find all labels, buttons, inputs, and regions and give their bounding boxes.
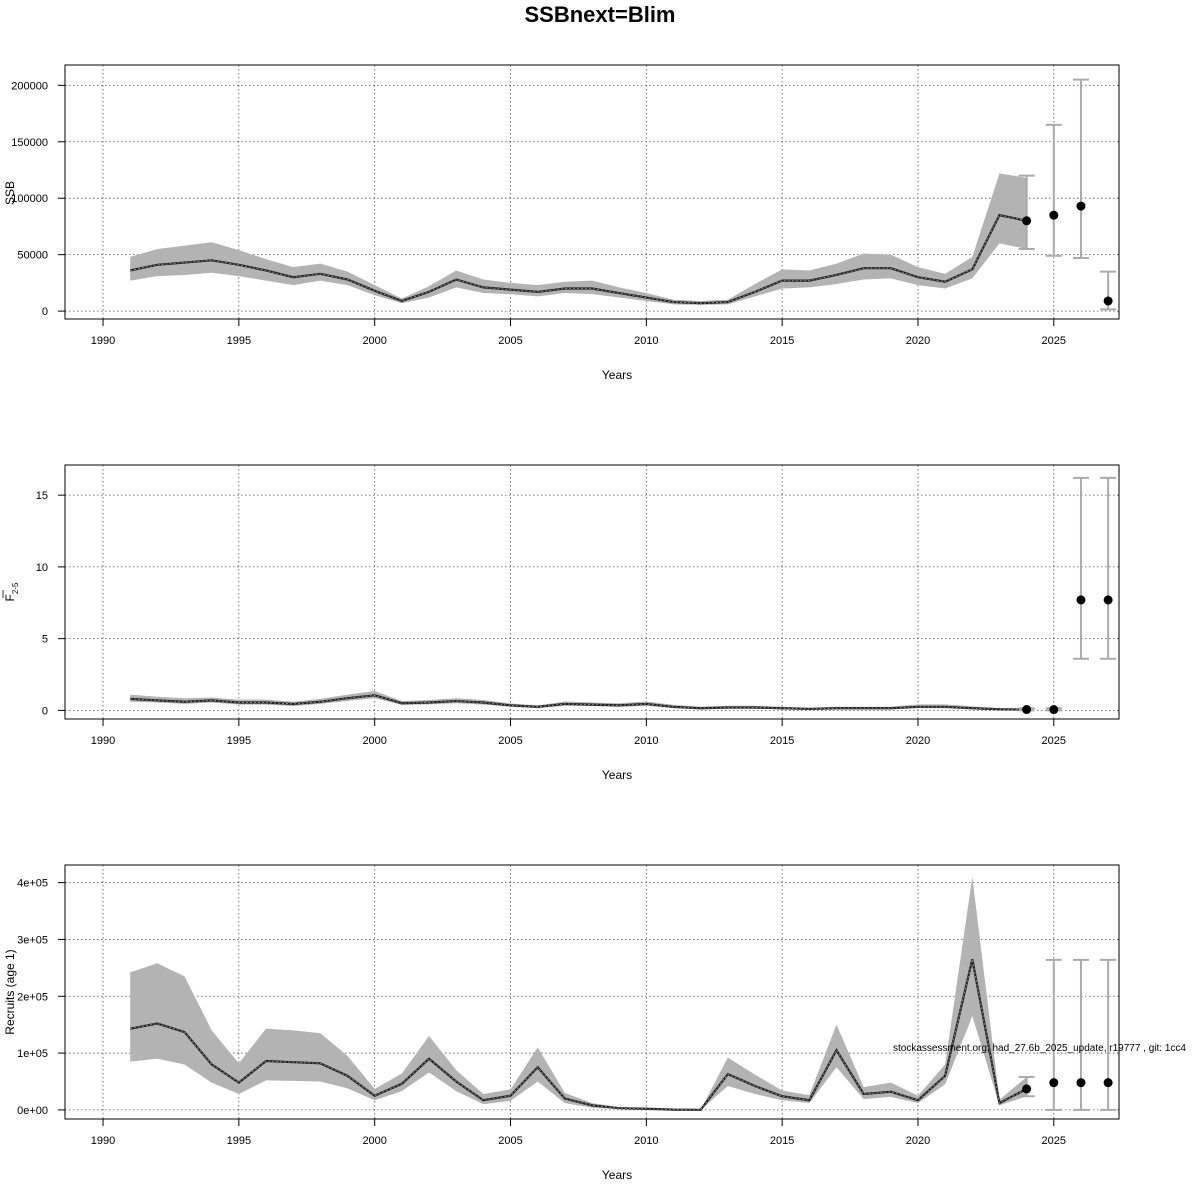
forecast-point xyxy=(1103,1078,1113,1088)
forecast-point xyxy=(1076,201,1086,211)
estimate-line-dots xyxy=(130,214,1027,304)
x-tick-label: 2020 xyxy=(906,735,930,747)
y-tick-label: 15 xyxy=(36,490,48,502)
forecast-point xyxy=(1022,705,1032,715)
x-tick-label: 1995 xyxy=(227,735,251,747)
forecast-point xyxy=(1076,1078,1086,1088)
x-axis-title: Years xyxy=(602,768,632,782)
x-tick-label: 2015 xyxy=(770,335,794,347)
confidence-band xyxy=(130,876,1027,1110)
x-tick-label: 2005 xyxy=(498,335,522,347)
y-axis-title: Recruits (age 1) xyxy=(3,949,17,1034)
x-axis-title: Years xyxy=(602,1168,632,1182)
x-tick-label: 1990 xyxy=(91,735,115,747)
y-tick-label: 1e+05 xyxy=(17,1048,48,1060)
x-tick-label: 1990 xyxy=(91,1135,115,1147)
y-tick-label: 50000 xyxy=(17,250,48,262)
panel-1: 1990 1995 2000 2005 2010 2015 2020 2025 0 50000 10… xyxy=(3,64,1120,382)
footnote-text: stockassessment.org, had_27.6b_2025_upda… xyxy=(893,1043,1186,1054)
forecast-point xyxy=(1076,595,1086,605)
panel-frame xyxy=(64,464,1120,720)
x-tick-label: 2015 xyxy=(770,735,794,747)
y-axis-title-subscript: 2-5 xyxy=(11,582,20,594)
y-tick-label: 200000 xyxy=(11,80,48,92)
x-tick-label: 2000 xyxy=(362,735,386,747)
y-tick-label: 4e+05 xyxy=(17,878,48,890)
panel-3: 1990 1995 2000 2005 2010 2015 2020 2025 0e+00 1e+… xyxy=(3,864,1120,1182)
forecast-point xyxy=(1049,210,1059,220)
forecast-point xyxy=(1103,595,1113,605)
panel-frame xyxy=(64,864,1120,1120)
x-tick-label: 2025 xyxy=(1042,1135,1066,1147)
estimate-line-dots xyxy=(130,959,1027,1111)
y-tick-label: 10 xyxy=(36,562,48,574)
x-tick-label: 2020 xyxy=(906,335,930,347)
panel-2: 1990 1995 2000 2005 2010 2015 2020 2025 0 5 10 15 Ye… xyxy=(2,464,1120,782)
x-tick-label: 1995 xyxy=(227,335,251,347)
y-axis-title: F2-5 xyxy=(3,582,20,601)
x-tick-label: 2005 xyxy=(498,1135,522,1147)
chart-title: SSBnext=Blim xyxy=(524,2,676,27)
y-tick-label: 3e+05 xyxy=(17,934,48,946)
y-axis-title: SSB xyxy=(3,181,17,205)
x-tick-label: 1995 xyxy=(227,1135,251,1147)
x-axis-title: Years xyxy=(602,368,632,382)
x-tick-label: 2010 xyxy=(634,735,658,747)
forecast-point xyxy=(1049,705,1059,715)
x-tick-label: 1990 xyxy=(91,335,115,347)
x-tick-label: 2010 xyxy=(634,1135,658,1147)
y-tick-label: 5 xyxy=(42,634,48,646)
forecast-point xyxy=(1022,1084,1032,1094)
forecast-point xyxy=(1022,216,1032,226)
forecast-point xyxy=(1103,296,1113,306)
confidence-band xyxy=(130,173,1027,305)
estimate-line-dots xyxy=(130,694,1027,710)
y-tick-label: 2e+05 xyxy=(17,991,48,1003)
x-tick-label: 2025 xyxy=(1042,735,1066,747)
y-tick-label: 150000 xyxy=(11,137,48,149)
x-tick-label: 2000 xyxy=(362,1135,386,1147)
x-tick-label: 2020 xyxy=(906,1135,930,1147)
forecast-point xyxy=(1049,1078,1059,1088)
x-tick-label: 2015 xyxy=(770,1135,794,1147)
y-tick-label: 0e+00 xyxy=(17,1105,48,1117)
x-tick-label: 2025 xyxy=(1042,335,1066,347)
x-tick-label: 2010 xyxy=(634,335,658,347)
confidence-band xyxy=(130,691,1027,711)
panel-frame xyxy=(64,64,1120,320)
x-tick-label: 2005 xyxy=(498,735,522,747)
y-tick-label: 100000 xyxy=(11,193,48,205)
y-tick-label: 0 xyxy=(42,705,48,717)
x-tick-label: 2000 xyxy=(362,335,386,347)
y-tick-label: 0 xyxy=(42,306,48,318)
